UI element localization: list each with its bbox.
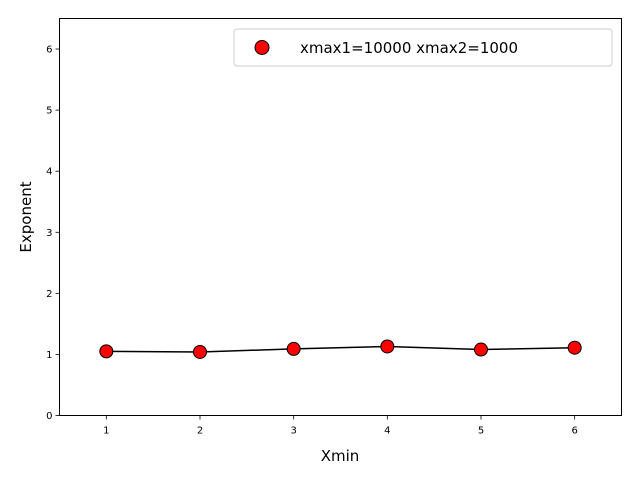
data-point xyxy=(193,344,207,359)
x-axis-ticks: 1 2 3 4 5 6 xyxy=(103,415,578,437)
y-tick-label: 3 xyxy=(46,228,52,239)
y-tick-label: 0 xyxy=(46,411,52,422)
series-layer xyxy=(99,339,582,359)
y-tick-label: 6 xyxy=(46,45,52,56)
x-tick-label: 3 xyxy=(290,426,296,437)
x-tick-label: 5 xyxy=(478,426,484,437)
x-axis-label: Xmin xyxy=(321,447,360,465)
data-point xyxy=(380,339,395,354)
y-tick-label: 5 xyxy=(46,106,52,117)
data-point xyxy=(286,341,301,356)
y-tick-label: 4 xyxy=(46,167,52,178)
y-tick-label: 2 xyxy=(46,289,52,300)
data-point xyxy=(567,340,582,355)
legend-box xyxy=(233,28,613,67)
y-tick-label: 1 xyxy=(46,350,52,361)
x-tick-label: 2 xyxy=(197,426,203,437)
legend: xmax1=10000 xmax2=1000 xyxy=(233,28,613,67)
x-tick-label: 4 xyxy=(384,426,390,437)
x-tick-label: 6 xyxy=(571,426,577,437)
plot-frame xyxy=(59,18,622,416)
y-axis-ticks: 0 1 2 3 4 5 6 xyxy=(46,45,60,422)
data-point xyxy=(474,342,488,357)
y-axis-label: Exponent xyxy=(17,181,35,252)
legend-marker xyxy=(254,40,270,55)
legend-label: xmax1=10000 xmax2=1000 xyxy=(300,39,518,57)
data-point xyxy=(99,344,114,359)
x-tick-label: 1 xyxy=(103,426,109,437)
series-line xyxy=(106,345,575,353)
